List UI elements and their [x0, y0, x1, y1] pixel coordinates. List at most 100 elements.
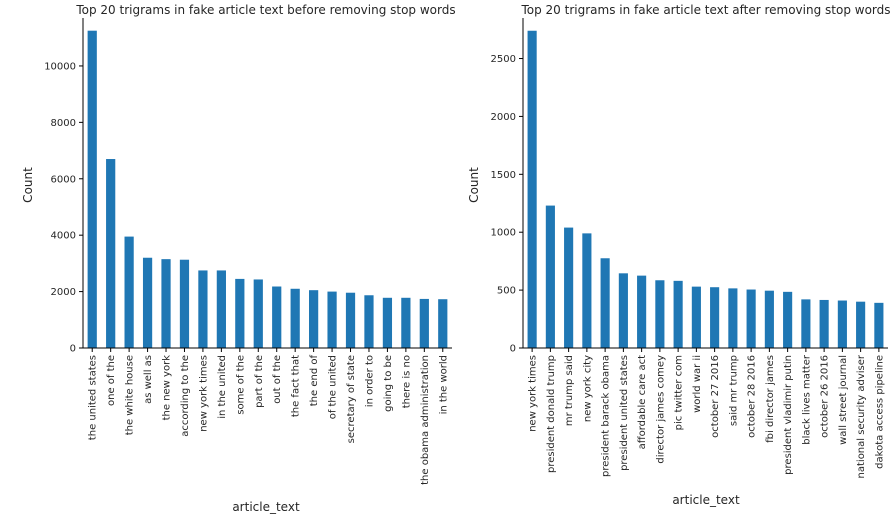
chart-right-bar: [618, 273, 628, 348]
chart-right-title: Top 20 trigrams in fake article text aft…: [520, 3, 890, 17]
chart-left-bar: [235, 278, 245, 348]
chart-right-x-tick-label: wall street journal: [838, 355, 849, 445]
chart-right-x-tick-label: affordable care act: [637, 355, 648, 449]
chart-left-x-tick-label: in the world: [438, 355, 449, 414]
chart-left-bar: [309, 290, 319, 348]
chart-left-x-tick-label: the end of: [309, 355, 320, 407]
chart-right-bar: [837, 300, 847, 348]
chart-left-x-tick-label: the obama administration: [420, 355, 431, 485]
chart-left-bar: [253, 279, 263, 348]
chart-right-x-tick-label: president donald trump: [546, 355, 557, 473]
chart-right-y-tick-label: 0: [510, 344, 516, 355]
chart-right-xlabel: article_text: [672, 493, 740, 507]
chart-left-title: Top 20 trigrams in fake article text bef…: [75, 3, 455, 17]
chart-right-x-tick-label: new york times: [528, 355, 539, 432]
chart-left-x-tick-label: of the united: [328, 355, 339, 419]
chart-right-bar: [637, 275, 647, 348]
chart-left-bar: [216, 270, 226, 348]
chart-left-y-tick-label: 0: [70, 344, 76, 355]
chart-left-bar: [272, 286, 282, 348]
chart-right-x-tick-label: dakota access pipeline: [874, 355, 885, 469]
chart-right-y-tick-label: 1000: [491, 228, 516, 239]
chart-left-bar: [327, 291, 337, 348]
chart-right-x-tick-label: mr trump said: [564, 355, 575, 426]
chart-left-bar: [382, 297, 393, 348]
chart-right-x-tick-label: october 27 2016: [710, 355, 721, 438]
chart-left-y-tick-label: 10000: [44, 61, 76, 72]
chart-right-y-tick-label: 2500: [491, 54, 516, 65]
chart-left-x-tick-label: in the united: [217, 355, 228, 419]
chart-right: Top 20 trigrams in fake article text aft…: [467, 3, 890, 507]
chart-right-x-tick-label: national security adviser: [856, 354, 867, 478]
chart-right-y-tick-label: 2000: [491, 112, 516, 123]
chart-right-x-tick-label: president barack obama: [601, 355, 612, 477]
chart-left-bar: [438, 299, 448, 348]
chart-right-bar: [819, 299, 829, 348]
chart-left-bar: [161, 259, 171, 348]
chart-right-x-tick-label: october 26 2016: [820, 355, 831, 438]
chart-right-bar: [801, 299, 811, 348]
chart-right-x-tick-label: director james comey: [655, 355, 666, 464]
chart-left-x-tick-label: some of the: [235, 355, 246, 415]
chart-right-x-tick-label: world war ii: [692, 355, 703, 413]
chart-left-x-tick-label: there is no: [401, 355, 412, 408]
chart-right-x-tick-label: fbi director james: [765, 355, 776, 443]
chart-left-x-tick-label: the white house: [125, 355, 136, 435]
chart-right-y-tick-label: 1500: [491, 170, 516, 181]
chart-right-ylabel: Count: [467, 167, 481, 203]
chart-left-x-tick-label: in order to: [364, 355, 375, 407]
chart-right-y-tick-label: 500: [497, 286, 516, 297]
chart-right-bar: [564, 227, 574, 348]
chart-left-x-tick-label: secretary of state: [346, 355, 357, 443]
chart-right-bar: [783, 291, 793, 348]
chart-right-x-tick-label: pic twitter com: [674, 355, 685, 430]
chart-right-x-tick-label: october 28 2016: [747, 355, 758, 438]
chart-left-x-tick-label: going to be: [383, 355, 394, 412]
chart-right-bar: [691, 286, 701, 348]
chart-left-x-tick-label: the united states: [88, 355, 99, 440]
chart-right-x-tick-label: president united states: [619, 355, 630, 471]
chart-left-x-tick-label: according to the: [180, 355, 191, 437]
chart-right-bar: [710, 287, 720, 348]
chart-left-bar: [364, 295, 374, 348]
chart-right-x-tick-label: president vladimir putin: [783, 355, 794, 475]
chart-left-y-tick-label: 8000: [51, 118, 76, 129]
chart-left: Top 20 trigrams in fake article text bef…: [21, 3, 456, 514]
chart-left-y-tick-label: 4000: [51, 231, 76, 242]
chart-right-bar: [874, 302, 884, 348]
chart-left-bar: [290, 288, 300, 348]
chart-right-bar: [582, 233, 592, 348]
chart-left-xlabel: article_text: [232, 500, 300, 514]
chart-right-bar: [764, 290, 774, 348]
chart-left-ylabel: Count: [21, 167, 35, 203]
chart-right-x-tick-label: said mr trump: [728, 355, 739, 426]
chart-left-bar: [142, 257, 153, 348]
chart-right-bar: [746, 289, 756, 348]
chart-left-y-tick-label: 2000: [51, 287, 76, 298]
chart-right-bar: [545, 205, 555, 348]
chart-left-bar: [345, 292, 356, 348]
chart-left-x-tick-label: the fact that: [291, 355, 302, 417]
chart-left-x-tick-label: the new york: [162, 355, 173, 421]
chart-left-x-tick-label: out of the: [272, 355, 283, 404]
chart-right-bar: [655, 280, 665, 348]
chart-left-bar: [401, 297, 411, 348]
chart-right-bar: [673, 280, 683, 348]
chart-left-x-tick-label: as well as: [143, 355, 154, 404]
chart-right-bar: [728, 288, 738, 348]
chart-right-bar: [527, 30, 537, 349]
chart-right-x-tick-label: new york city: [582, 355, 593, 422]
chart-left-bar: [124, 236, 134, 348]
chart-left-x-tick-label: new york times: [198, 355, 209, 432]
chart-left-bar: [179, 259, 190, 348]
chart-right-bar: [856, 301, 866, 348]
chart-left-bar: [106, 159, 116, 348]
chart-left-bar: [419, 298, 429, 348]
chart-left-bar: [87, 30, 97, 348]
chart-left-bar: [198, 270, 208, 348]
chart-left-y-tick-label: 6000: [51, 174, 76, 185]
chart-right-bar: [600, 258, 610, 348]
chart-left-x-tick-label: one of the: [106, 355, 117, 406]
chart-left-x-tick-label: part of the: [254, 355, 265, 408]
